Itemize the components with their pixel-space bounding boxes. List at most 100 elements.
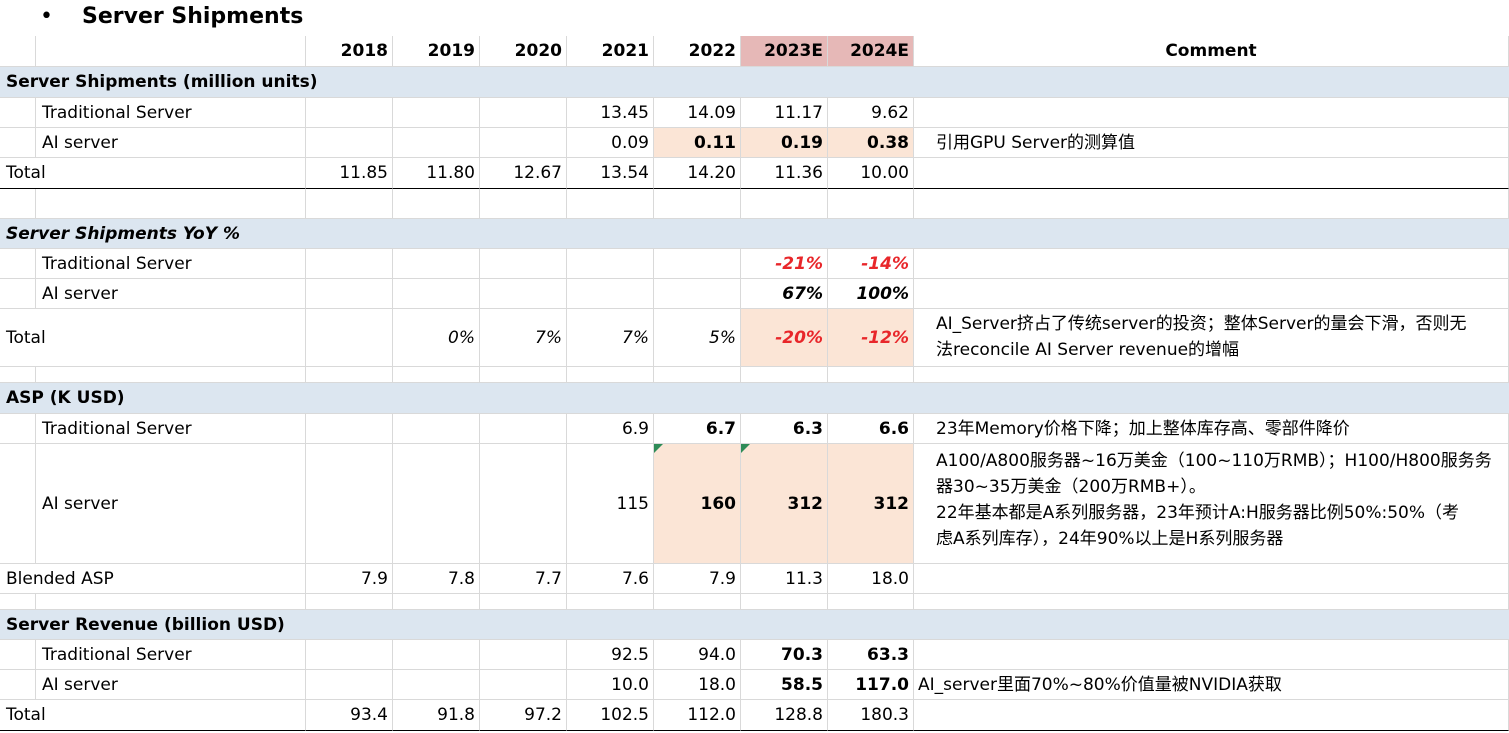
comment-text: 23年Memory价格下降；加上整体库存高、零部件降价 bbox=[936, 418, 1350, 439]
comment-text: 引用GPU Server的测算值 bbox=[936, 132, 1136, 153]
row-label: Traditional Server bbox=[36, 414, 306, 444]
value-cell: 11.85 bbox=[306, 158, 393, 189]
empty-cell bbox=[306, 367, 393, 383]
empty-cell bbox=[741, 594, 828, 610]
row-label: AI server bbox=[36, 444, 306, 564]
spacer-row bbox=[0, 594, 1509, 610]
comment-text: AI_server里面70%~80%价值量被NVIDIA获取 bbox=[918, 674, 1282, 695]
empty-cell bbox=[0, 594, 36, 610]
value-cell: 10.0 bbox=[567, 670, 654, 700]
empty-cell bbox=[741, 189, 828, 219]
row-label: Blended ASP bbox=[0, 564, 306, 594]
empty-cell bbox=[36, 189, 306, 219]
spacer-row bbox=[0, 189, 1509, 219]
empty-cell bbox=[480, 367, 567, 383]
comment-cell: A100/A800服务器~16万美金（100~110万RMB）；H100/H80… bbox=[914, 444, 1509, 564]
value-cell: 7% bbox=[567, 309, 654, 367]
empty-cell bbox=[914, 189, 1509, 219]
comment-line: 法reconcile AI Server revenue的增幅 bbox=[936, 340, 1240, 360]
value-cell: 6.7 bbox=[654, 414, 741, 444]
empty-cell bbox=[828, 367, 914, 383]
value-cell bbox=[480, 249, 567, 279]
value-cell: -21% bbox=[741, 249, 828, 279]
empty-cell bbox=[0, 189, 36, 219]
empty-cell bbox=[567, 367, 654, 383]
empty-cell bbox=[0, 249, 36, 279]
empty-cell bbox=[0, 444, 36, 564]
value-cell bbox=[393, 414, 480, 444]
value-cell bbox=[480, 670, 567, 700]
empty-cell bbox=[914, 594, 1509, 610]
comment-line: 器30~35万美金（200万RMB+）。 bbox=[936, 477, 1206, 497]
value-cell: 12.67 bbox=[480, 158, 567, 189]
empty-cell bbox=[0, 670, 36, 700]
value-cell: 9.62 bbox=[828, 98, 914, 128]
value-cell: 13.45 bbox=[567, 98, 654, 128]
table-row: AI server 10.0 18.0 58.5 117.0 AI_server里面70%… bbox=[0, 670, 1509, 700]
value-cell: 7.7 bbox=[480, 564, 567, 594]
spacer-row bbox=[0, 367, 1509, 383]
empty-cell bbox=[914, 367, 1509, 383]
comment-marker-icon bbox=[654, 444, 663, 453]
row-label: Traditional Server bbox=[36, 249, 306, 279]
value-cell: 7.8 bbox=[393, 564, 480, 594]
value-cell bbox=[306, 249, 393, 279]
value-cell bbox=[480, 414, 567, 444]
value-cell: -12% bbox=[828, 309, 914, 367]
table-row: Traditional Server 92.5 94.0 70.3 63.3 bbox=[0, 640, 1509, 670]
value-cell bbox=[567, 279, 654, 309]
value-cell: 5% bbox=[654, 309, 741, 367]
comment-cell: 引用GPU Server的测算值 bbox=[914, 128, 1509, 158]
value-cell: -14% bbox=[828, 249, 914, 279]
value-cell bbox=[393, 670, 480, 700]
value-cell bbox=[393, 128, 480, 158]
value-cell: 6.6 bbox=[828, 414, 914, 444]
value-cell: 0.11 bbox=[654, 128, 741, 158]
empty-cell bbox=[741, 367, 828, 383]
empty-cell bbox=[393, 594, 480, 610]
empty-cell bbox=[567, 189, 654, 219]
comment-line: 虑A系列库存），24年90%以上是H系列服务器 bbox=[936, 529, 1284, 549]
value-cell bbox=[654, 249, 741, 279]
year-header: 2019 bbox=[393, 36, 480, 67]
value-cell bbox=[567, 249, 654, 279]
value-cell bbox=[306, 279, 393, 309]
value-cell: -20% bbox=[741, 309, 828, 367]
table-row: Total 0% 7% 7% 5% -20% -12% AI_Server挤占了传统serve… bbox=[0, 309, 1509, 367]
table-row: Total 93.4 91.8 97.2 102.5 112.0 128.8 180.3 bbox=[0, 700, 1509, 731]
value-cell: 0.38 bbox=[828, 128, 914, 158]
value-cell: 112.0 bbox=[654, 700, 741, 731]
value-cell: 312 bbox=[828, 444, 914, 564]
value-cell bbox=[393, 444, 480, 564]
value-cell bbox=[393, 279, 480, 309]
value-cell: 93.4 bbox=[306, 700, 393, 731]
comment-line: AI_Server挤占了传统server的投资；整体Server的量会下滑，否则… bbox=[936, 314, 1467, 334]
row-label: Total bbox=[0, 700, 306, 731]
comment-cell bbox=[914, 279, 1509, 309]
empty-cell bbox=[393, 367, 480, 383]
section-title: Server Shipments (million units) bbox=[0, 67, 1509, 98]
comment-cell bbox=[914, 564, 1509, 594]
value-cell bbox=[480, 444, 567, 564]
row-marker-cell bbox=[0, 36, 36, 67]
row-label: Traditional Server bbox=[36, 640, 306, 670]
comment-cell bbox=[914, 640, 1509, 670]
empty-cell bbox=[828, 594, 914, 610]
value-cell: 0.19 bbox=[741, 128, 828, 158]
row-label: Traditional Server bbox=[36, 98, 306, 128]
value-cell: 11.3 bbox=[741, 564, 828, 594]
value-cell: 312 bbox=[741, 444, 828, 564]
empty-cell bbox=[306, 594, 393, 610]
header-row: 2018 2019 2020 2021 2022 2023E 2024E Comment bbox=[0, 36, 1509, 67]
value-cell: 0% bbox=[393, 309, 480, 367]
year-header: 2022 bbox=[654, 36, 741, 67]
value-cell: 14.09 bbox=[654, 98, 741, 128]
value-cell: 6.9 bbox=[567, 414, 654, 444]
section-row: ASP (K USD) bbox=[0, 383, 1509, 414]
value-cell: 97.2 bbox=[480, 700, 567, 731]
value-cell bbox=[306, 670, 393, 700]
value-cell: 13.54 bbox=[567, 158, 654, 189]
value-cell bbox=[306, 128, 393, 158]
table-row: Total 11.85 11.80 12.67 13.54 14.20 11.36 10.00 bbox=[0, 158, 1509, 189]
value-cell bbox=[480, 98, 567, 128]
